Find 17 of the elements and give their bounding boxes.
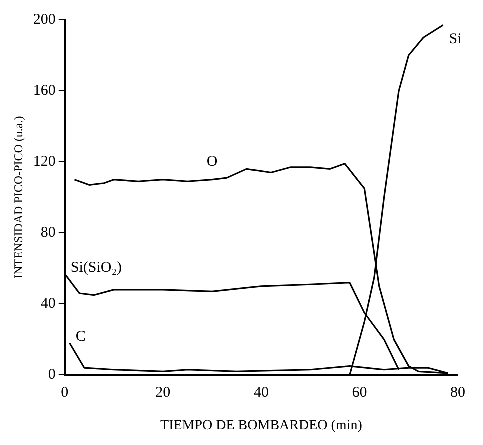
series-label: Si xyxy=(449,31,462,48)
x-tick-label: 0 xyxy=(61,385,69,402)
x-tick-label: 20 xyxy=(156,385,171,402)
series-label: Si(SiO₂) xyxy=(70,260,122,276)
y-tick-label: 0 xyxy=(48,367,56,384)
y-tick-label: 40 xyxy=(40,296,56,312)
x-tick-label: 80 xyxy=(450,385,466,402)
y-tick-label: 80 xyxy=(40,225,56,242)
y-axis-title: INTENSIDAD PICO-PICO (u.a.) xyxy=(11,116,26,279)
y-tick-label: 200 xyxy=(33,12,56,28)
x-tick-label: 40 xyxy=(254,385,269,402)
x-tick-label: 60 xyxy=(352,385,368,402)
x-axis-title: TIEMPO DE BOMBARDEO (min) xyxy=(160,418,363,434)
series-label: C xyxy=(76,329,86,346)
series-label: O xyxy=(206,154,218,170)
y-tick-label: 160 xyxy=(33,82,56,99)
y-tick-label: 120 xyxy=(33,154,56,170)
